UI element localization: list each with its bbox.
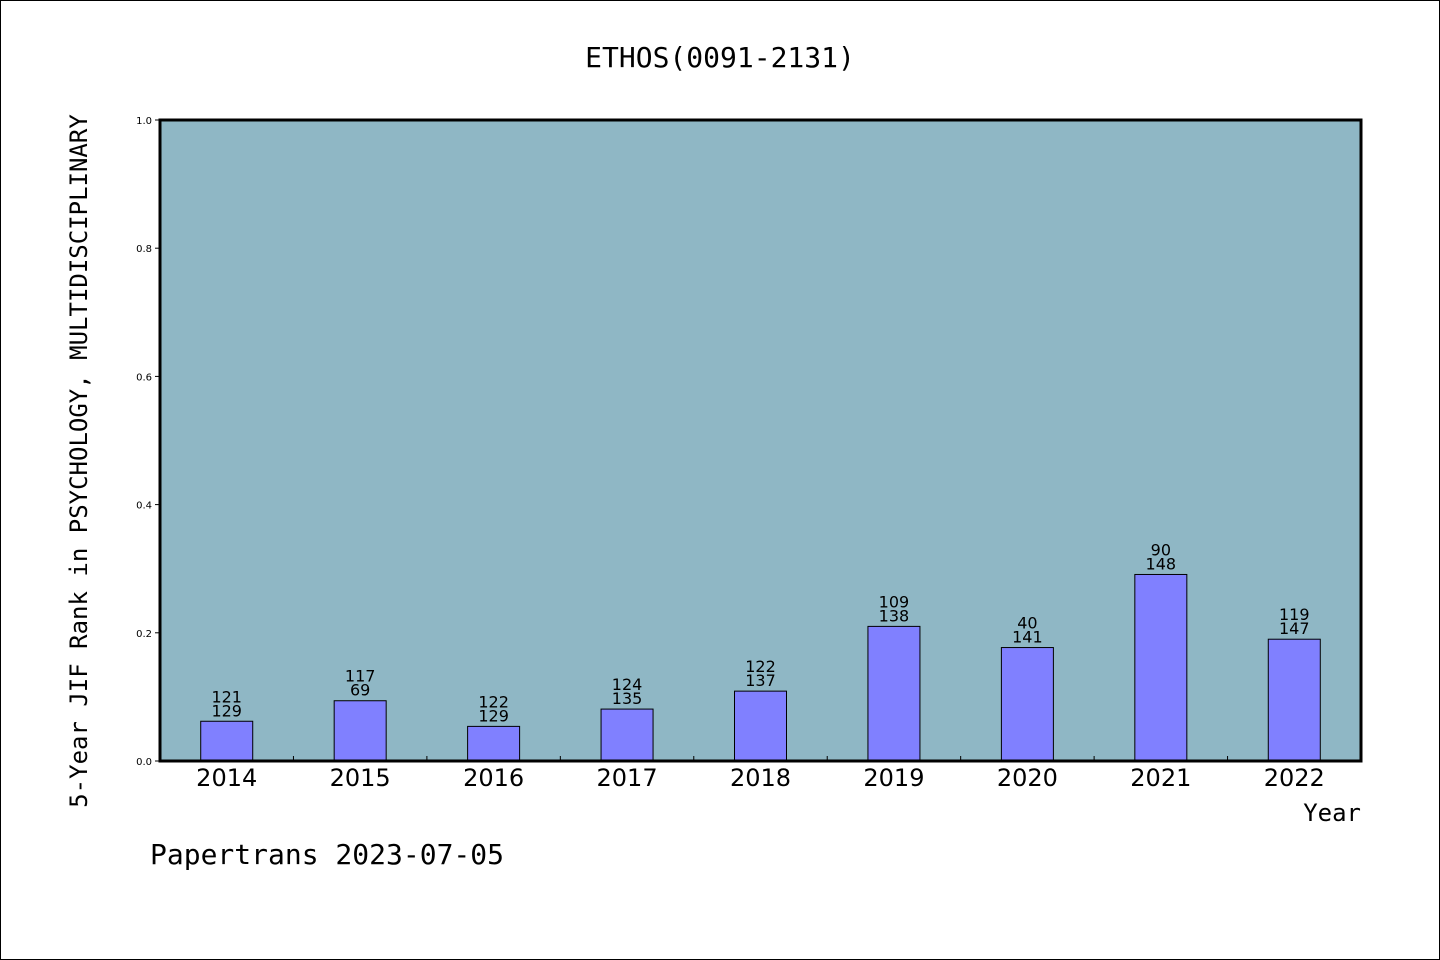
x-tick-label: 2019: [863, 764, 924, 792]
plot-border: [158, 118, 1363, 763]
bar-total-label: 147: [1279, 619, 1310, 638]
bar-2017: [600, 708, 654, 762]
x-axis-ticks: 2014 2015 2016 2017 2018 2019 2020 2021 2022: [196, 756, 1325, 792]
bar-rank-label: 119: [1279, 605, 1310, 624]
x-tick-label: 2020: [997, 764, 1058, 792]
bar-total-label: 69: [350, 681, 370, 700]
y-tick-label: 0.0: [136, 757, 152, 768]
bar-2021: [1134, 573, 1188, 762]
bar-rank-label: 117: [345, 667, 376, 686]
bar-2020: [1000, 647, 1054, 762]
bar-2015: [333, 700, 387, 762]
bar-2014: [200, 720, 254, 762]
bar-total-label: 129: [211, 701, 242, 720]
chart-title: ETHOS(0091-2131): [585, 41, 855, 74]
bar-total-label: 141: [1012, 628, 1043, 647]
x-tick-label: 2016: [463, 764, 524, 792]
bar-total-label: 135: [612, 689, 643, 708]
bar-rank-label: 109: [879, 592, 910, 611]
x-tick-label: 2022: [1264, 764, 1325, 792]
y-tick-label: 0.4: [136, 501, 152, 512]
x-tick-label: 2014: [196, 764, 257, 792]
y-tick-label: 0.2: [136, 629, 152, 640]
bar-2019: [867, 625, 921, 762]
bar-rank-label: 122: [745, 657, 776, 676]
y-tick-label: 0.8: [136, 244, 152, 255]
bar-rank-label: 40: [1017, 614, 1037, 633]
bar-rank-label: 121: [211, 687, 242, 706]
x-tick-label: 2017: [597, 764, 658, 792]
bar-total-label: 138: [879, 606, 910, 625]
bar-2018: [734, 690, 787, 762]
y-axis-ticks: 0.0 0.2 0.4 0.6 0.8 1.0: [136, 116, 160, 768]
footer-watermark: Papertrans 2023-07-05: [150, 838, 504, 871]
bar-total-label: 129: [478, 706, 509, 725]
y-tick-label: 0.6: [136, 372, 152, 383]
bar-2016: [467, 725, 521, 762]
y-tick-label: 1.0: [136, 116, 152, 127]
bar-rank-label: 124: [612, 675, 643, 694]
bar-2022: [1267, 638, 1321, 762]
x-axis-label: Year: [1303, 799, 1361, 827]
bar-rank-label: 122: [478, 692, 509, 711]
y-axis-label: 5-Year JIF Rank in PSYCHOLOGY, MULTIDISC…: [65, 114, 93, 808]
bar-total-label: 137: [745, 671, 776, 690]
x-tick-label: 2015: [330, 764, 391, 792]
bar-rank-label: 90: [1151, 540, 1171, 559]
x-tick-label: 2018: [730, 764, 791, 792]
bar-total-label: 148: [1146, 554, 1177, 573]
x-tick-label: 2021: [1130, 764, 1191, 792]
bars-group: [200, 573, 1321, 762]
